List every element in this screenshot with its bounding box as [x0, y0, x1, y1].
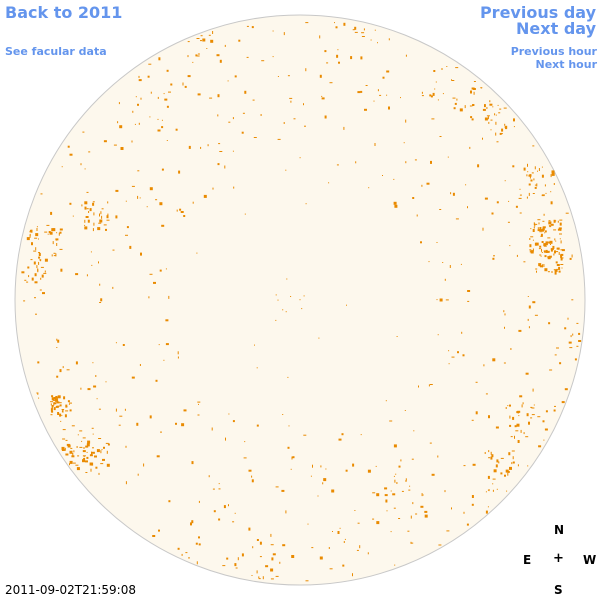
observation-timestamp: 2011-09-02T21:59:08 [5, 583, 136, 597]
see-facular-data-link[interactable]: See facular data [5, 45, 107, 58]
back-to-year-link[interactable]: Back to 2011 [5, 3, 123, 22]
compass-east-label: E [523, 553, 532, 567]
next-hour-link[interactable]: Next hour [535, 58, 598, 71]
compass-center-cross: + [553, 551, 564, 566]
previous-day-link[interactable]: Previous day [479, 3, 596, 22]
compass-south-label: S [554, 583, 563, 597]
compass-west-label: W [583, 553, 597, 567]
next-day-link[interactable]: Next day [516, 19, 596, 38]
facular-regions [21, 22, 582, 582]
previous-hour-link[interactable]: Previous hour [510, 45, 597, 58]
compass-north-label: N [554, 523, 565, 537]
